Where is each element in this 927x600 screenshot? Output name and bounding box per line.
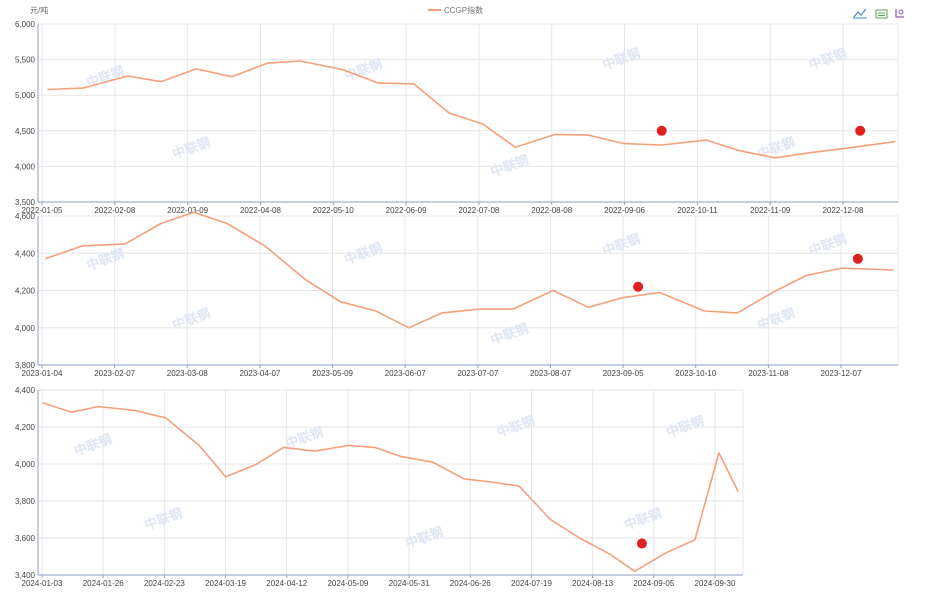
x-tick-label: 2024-01-26	[83, 579, 124, 588]
watermark: 中联钢	[755, 305, 797, 333]
watermark: 中联钢	[84, 246, 126, 274]
x-tick-label: 2023-10-10	[675, 369, 716, 378]
watermark: 中联钢	[600, 231, 642, 259]
x-tick-label: 2022-02-08	[94, 206, 135, 215]
y-tick-label: 3,400	[15, 571, 36, 580]
x-tick-label: 2022-11-09	[750, 206, 791, 215]
x-tick-label: 2024-08-13	[572, 579, 613, 588]
chart-panel-3: 4,400 4,200 4,000 3,800 3,600 3,4002024-01-03…	[15, 386, 744, 588]
watermark: 中联钢	[664, 413, 706, 441]
watermark: 中联钢	[489, 152, 531, 180]
x-tick-label: 2023-11-08	[748, 369, 789, 378]
y-tick-label: 3,800	[15, 361, 36, 370]
x-tick-label: 2023-02-07	[94, 369, 135, 378]
x-tick-label: 2023-09-05	[603, 369, 644, 378]
watermark: 中联钢	[622, 505, 664, 533]
x-tick-label: 2022-10-11	[677, 206, 718, 215]
watermark: 中联钢	[342, 240, 384, 268]
x-tick-label: 2024-09-05	[633, 579, 674, 588]
y-tick-label: 4,000	[15, 460, 36, 469]
watermark: 中联钢	[170, 305, 212, 333]
chart-panel-1: 6,000 5,500 5,000 4,500 4,000 3,5002022-01-05…	[15, 20, 899, 215]
series-line[interactable]	[47, 60, 896, 159]
x-tick-label: 2024-05-09	[327, 579, 368, 588]
y-tick-label: 4,200	[15, 287, 36, 296]
watermark: 中联钢	[72, 431, 114, 459]
x-tick-label: 2023-08-07	[530, 369, 571, 378]
watermark: 中联钢	[342, 56, 384, 84]
y-tick-label: 4,600	[15, 212, 36, 221]
x-tick-label: 2023-05-09	[312, 369, 353, 378]
x-tick-label: 2023-01-04	[22, 369, 63, 378]
event-marker[interactable]	[855, 125, 866, 136]
x-tick-label: 2022-01-05	[22, 206, 63, 215]
watermark: 中联钢	[142, 505, 184, 533]
x-tick-label: 2024-03-19	[205, 579, 246, 588]
chart-chrome: 元/吨 CCGP指数	[30, 5, 904, 19]
x-tick-label: 2023-07-07	[457, 369, 498, 378]
legend-label[interactable]: CCGP指数	[444, 5, 483, 15]
event-marker[interactable]	[656, 125, 667, 136]
y-tick-label: 4,000	[15, 162, 36, 171]
x-tick-label: 2022-06-09	[386, 206, 427, 215]
watermark: 中联钢	[807, 231, 849, 259]
x-tick-label: 2024-05-31	[389, 579, 430, 588]
x-tick-label: 2022-04-08	[240, 206, 281, 215]
y-tick-label: 3,600	[15, 534, 36, 543]
watermark: 中联钢	[600, 45, 642, 73]
y-tick-label: 4,200	[15, 423, 36, 432]
x-tick-label: 2023-12-07	[821, 369, 862, 378]
event-marker[interactable]	[852, 253, 863, 264]
y-tick-label: 4,500	[15, 127, 36, 136]
x-tick-label: 2024-01-03	[22, 579, 63, 588]
series-line[interactable]	[42, 402, 739, 573]
x-tick-label: 2024-07-19	[511, 579, 552, 588]
event-marker[interactable]	[636, 538, 647, 549]
x-tick-label: 2023-03-08	[167, 369, 208, 378]
x-tick-label: 2024-06-26	[450, 579, 491, 588]
restore-icon[interactable]	[895, 9, 904, 18]
x-tick-label: 2022-08-08	[531, 206, 572, 215]
y-tick-label: 4,400	[15, 386, 36, 395]
event-marker[interactable]	[633, 281, 644, 292]
x-tick-label: 2023-04-07	[239, 369, 280, 378]
x-tick-label: 2023-06-07	[385, 369, 426, 378]
y-tick-label: 4,400	[15, 249, 36, 258]
watermark: 中联钢	[489, 320, 531, 348]
y-tick-label: 5,000	[15, 91, 36, 100]
y-tick-label: 5,500	[15, 56, 36, 65]
x-tick-label: 2024-09-30	[695, 579, 736, 588]
plot-frame	[37, 389, 744, 576]
y-tick-label: 3,500	[15, 198, 36, 207]
y-tick-label: 3,800	[15, 497, 36, 506]
y-tick-label: 4,000	[15, 324, 36, 333]
x-tick-label: 2024-02-23	[144, 579, 185, 588]
y-tick-label: 6,000	[15, 20, 36, 29]
x-tick-label: 2022-05-10	[313, 206, 354, 215]
plot-frame	[37, 23, 899, 203]
unit-label: 元/吨	[30, 5, 48, 15]
x-tick-label: 2022-03-09	[167, 206, 208, 215]
watermark: 中联钢	[403, 524, 445, 552]
x-tick-label: 2022-09-06	[604, 206, 645, 215]
series-line[interactable]	[44, 211, 894, 329]
line-chart-icon[interactable]	[853, 8, 867, 19]
data-view-icon[interactable]	[875, 9, 888, 19]
watermark: 中联钢	[84, 63, 126, 91]
x-tick-label: 2022-12-08	[823, 206, 864, 215]
watermark: 中联钢	[495, 413, 537, 441]
x-tick-label: 2024-04-12	[266, 579, 307, 588]
watermark: 中联钢	[170, 134, 212, 162]
x-tick-label: 2022-07-08	[458, 206, 499, 215]
